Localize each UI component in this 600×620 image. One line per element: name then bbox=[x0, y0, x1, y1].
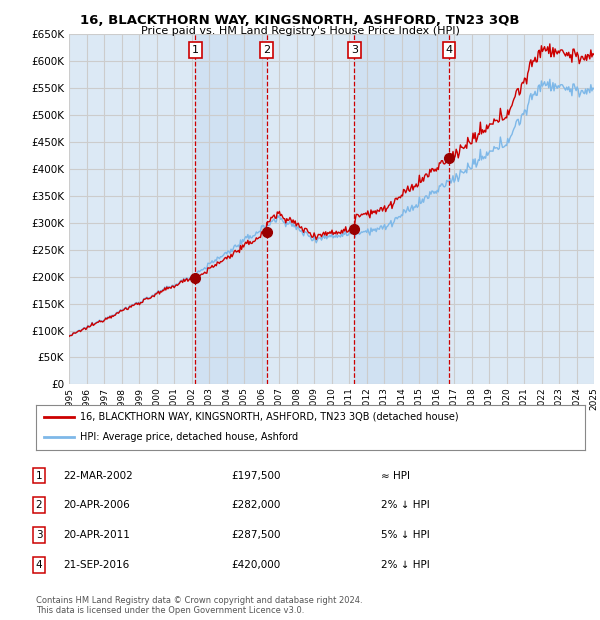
Text: 4: 4 bbox=[35, 560, 43, 570]
Text: £420,000: £420,000 bbox=[231, 560, 280, 570]
Text: 4: 4 bbox=[446, 45, 452, 55]
Bar bbox=[196, 34, 267, 384]
Text: Contains HM Land Registry data © Crown copyright and database right 2024.
This d: Contains HM Land Registry data © Crown c… bbox=[36, 596, 362, 615]
Text: 20-APR-2006: 20-APR-2006 bbox=[63, 500, 130, 510]
Text: 2: 2 bbox=[35, 500, 43, 510]
Text: 3: 3 bbox=[35, 530, 43, 540]
Text: Price paid vs. HM Land Registry's House Price Index (HPI): Price paid vs. HM Land Registry's House … bbox=[140, 26, 460, 36]
Text: 16, BLACKTHORN WAY, KINGSNORTH, ASHFORD, TN23 3QB: 16, BLACKTHORN WAY, KINGSNORTH, ASHFORD,… bbox=[80, 14, 520, 27]
Text: 1: 1 bbox=[35, 471, 43, 480]
Text: 20-APR-2011: 20-APR-2011 bbox=[63, 530, 130, 540]
Text: 21-SEP-2016: 21-SEP-2016 bbox=[63, 560, 129, 570]
Text: £282,000: £282,000 bbox=[231, 500, 280, 510]
Bar bbox=[354, 34, 449, 384]
Text: 2% ↓ HPI: 2% ↓ HPI bbox=[381, 560, 430, 570]
Text: 5% ↓ HPI: 5% ↓ HPI bbox=[381, 530, 430, 540]
Text: £197,500: £197,500 bbox=[231, 471, 281, 480]
Text: 2: 2 bbox=[263, 45, 271, 55]
Text: HPI: Average price, detached house, Ashford: HPI: Average price, detached house, Ashf… bbox=[80, 432, 298, 443]
Text: 16, BLACKTHORN WAY, KINGSNORTH, ASHFORD, TN23 3QB (detached house): 16, BLACKTHORN WAY, KINGSNORTH, ASHFORD,… bbox=[80, 412, 458, 422]
Text: 2% ↓ HPI: 2% ↓ HPI bbox=[381, 500, 430, 510]
Text: 1: 1 bbox=[192, 45, 199, 55]
Text: 3: 3 bbox=[351, 45, 358, 55]
Text: ≈ HPI: ≈ HPI bbox=[381, 471, 410, 480]
Text: 22-MAR-2002: 22-MAR-2002 bbox=[63, 471, 133, 480]
Text: £287,500: £287,500 bbox=[231, 530, 281, 540]
